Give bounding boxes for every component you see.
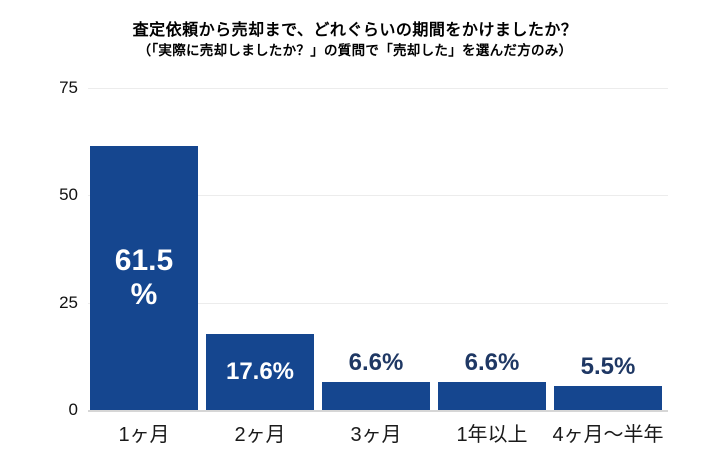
gridline-25 [88, 303, 668, 304]
title-block: 査定依頼から売却まで、どれぐらいの期間をかけましたか？ （「実際に売却しましたか… [0, 20, 710, 60]
bar-value-label: 61.5% [90, 146, 198, 410]
bar-value-line: 61.5 [114, 244, 174, 278]
gridline-75 [88, 88, 668, 89]
x-category-label: 3ヶ月 [350, 424, 402, 446]
y-tick-label-25: 25 [59, 293, 78, 312]
y-tick-label-50: 50 [59, 185, 78, 204]
y-tick-label-75: 75 [59, 78, 78, 97]
bar-value-line: % [130, 278, 158, 311]
x-category-label: 1ヶ月 [118, 424, 170, 446]
bar-1ヶ月: 61.5% [90, 146, 198, 410]
bar-value-line: 17.6% [225, 357, 295, 385]
gridline-50 [88, 195, 668, 196]
x-category-label: 4ヶ月〜半年 [552, 424, 664, 446]
bar-value-label: 5.5% [580, 353, 636, 380]
bar-value-label: 17.6% [206, 334, 314, 410]
x-category-label: 2ヶ月 [234, 424, 286, 446]
chart-title: 査定依頼から売却まで、どれぐらいの期間をかけましたか？ [132, 22, 578, 39]
x-axis-line [88, 410, 668, 412]
bar-value-label: 6.6% [464, 349, 520, 376]
bar-2ヶ月: 17.6% [206, 334, 314, 410]
x-category-label: 1年以上 [456, 424, 528, 446]
bar-3ヶ月 [322, 382, 430, 410]
bar-4ヶ月〜半年 [554, 386, 662, 410]
y-tick-label-0: 0 [68, 400, 78, 419]
bar-1年以上 [438, 382, 546, 410]
chart-subtitle: （「実際に売却しましたか？」の質問で「売却した」を選んだ方のみ） [137, 42, 573, 58]
bar-value-label: 6.6% [348, 349, 404, 376]
